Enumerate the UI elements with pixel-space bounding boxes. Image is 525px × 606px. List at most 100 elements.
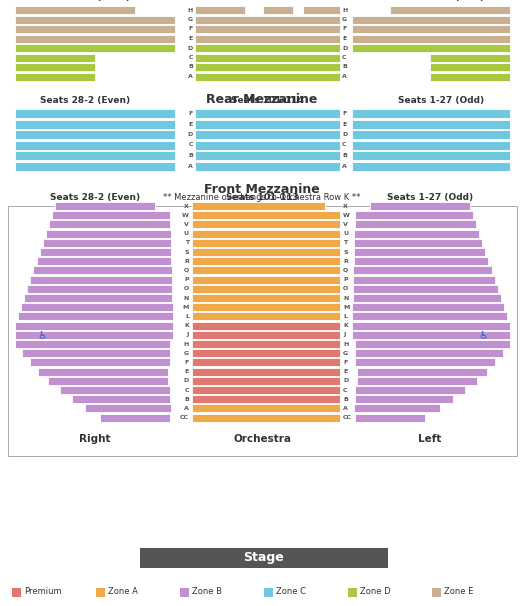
Text: Zone C: Zone C xyxy=(276,587,306,596)
Text: G: G xyxy=(184,351,189,356)
Text: C: C xyxy=(188,142,193,147)
Bar xyxy=(355,386,465,394)
Bar xyxy=(49,221,171,228)
Bar xyxy=(192,313,340,321)
Text: T: T xyxy=(185,241,189,245)
Bar xyxy=(353,285,498,293)
Text: Seats 1-27 (Odd): Seats 1-27 (Odd) xyxy=(398,0,484,2)
Text: F: F xyxy=(189,27,193,32)
Bar xyxy=(192,368,340,376)
Bar xyxy=(192,386,340,394)
Bar xyxy=(195,119,340,128)
Bar xyxy=(352,35,510,42)
Text: E: E xyxy=(185,369,189,374)
Text: E: E xyxy=(342,121,347,127)
Bar xyxy=(355,395,453,403)
Bar xyxy=(354,404,440,413)
Bar xyxy=(15,130,175,139)
Bar xyxy=(352,25,510,33)
Bar xyxy=(352,141,510,150)
Bar xyxy=(357,368,487,376)
Bar xyxy=(48,377,168,385)
Text: O: O xyxy=(343,286,348,291)
Bar xyxy=(355,414,425,422)
Bar xyxy=(15,340,170,348)
Text: Front Mezzanine: Front Mezzanine xyxy=(204,183,320,196)
Text: L: L xyxy=(185,314,189,319)
Bar xyxy=(18,313,173,321)
Text: M: M xyxy=(183,305,189,310)
Bar xyxy=(353,294,501,302)
Bar xyxy=(15,35,175,42)
Text: F: F xyxy=(342,27,347,32)
Text: C: C xyxy=(184,387,189,393)
Text: T: T xyxy=(343,241,347,245)
Bar xyxy=(52,211,170,219)
Text: D: D xyxy=(184,378,189,384)
Bar xyxy=(195,130,340,139)
Text: B: B xyxy=(188,64,193,70)
Text: Seats 28-2 (Even): Seats 28-2 (Even) xyxy=(50,193,140,202)
Bar xyxy=(21,303,173,311)
Bar xyxy=(140,548,388,568)
Text: E: E xyxy=(189,36,193,41)
Text: Orchestra: Orchestra xyxy=(233,434,291,444)
Text: K: K xyxy=(184,323,189,328)
Bar xyxy=(24,294,172,302)
Bar xyxy=(355,211,473,219)
Bar xyxy=(15,162,175,170)
Bar xyxy=(352,322,510,330)
Text: CC: CC xyxy=(180,415,189,420)
Bar xyxy=(72,395,170,403)
Bar xyxy=(15,331,173,339)
Bar xyxy=(30,276,172,284)
Bar xyxy=(27,285,172,293)
Text: D: D xyxy=(188,132,193,137)
Bar xyxy=(195,151,340,160)
Text: Zone E: Zone E xyxy=(444,587,474,596)
Text: D: D xyxy=(342,45,347,50)
Text: B: B xyxy=(342,153,347,158)
Text: C: C xyxy=(343,387,348,393)
Text: Seats 101-114: Seats 101-114 xyxy=(231,0,304,2)
Bar xyxy=(430,63,510,71)
Bar xyxy=(15,119,175,128)
Text: A: A xyxy=(188,164,193,168)
Text: D: D xyxy=(343,378,348,384)
Text: X: X xyxy=(184,204,189,208)
Text: D: D xyxy=(188,45,193,50)
Text: K: K xyxy=(343,323,348,328)
Bar xyxy=(15,25,175,33)
Bar xyxy=(192,377,340,385)
Bar xyxy=(348,587,357,596)
Bar xyxy=(30,358,170,367)
Bar xyxy=(357,377,477,385)
Text: F: F xyxy=(185,360,189,365)
Text: F: F xyxy=(343,360,347,365)
Bar xyxy=(85,404,171,413)
Bar xyxy=(352,313,507,321)
Bar xyxy=(22,349,170,357)
Bar xyxy=(192,267,340,275)
Bar xyxy=(430,53,510,61)
Bar xyxy=(353,276,495,284)
Text: B: B xyxy=(343,397,348,402)
Text: S: S xyxy=(343,250,348,255)
Bar xyxy=(195,141,340,150)
Text: G: G xyxy=(343,351,348,356)
Bar xyxy=(180,587,189,596)
Bar xyxy=(355,358,495,367)
Text: P: P xyxy=(184,277,189,282)
Text: M: M xyxy=(343,305,349,310)
Text: F: F xyxy=(189,111,193,116)
Text: V: V xyxy=(343,222,348,227)
Text: E: E xyxy=(189,121,193,127)
Bar xyxy=(192,414,340,422)
Bar xyxy=(192,221,340,228)
Bar xyxy=(15,63,95,71)
Bar xyxy=(192,257,340,265)
Bar xyxy=(192,358,340,367)
Bar xyxy=(192,331,340,339)
Bar xyxy=(355,349,503,357)
Text: Seats 1-27 (Odd): Seats 1-27 (Odd) xyxy=(387,193,473,202)
